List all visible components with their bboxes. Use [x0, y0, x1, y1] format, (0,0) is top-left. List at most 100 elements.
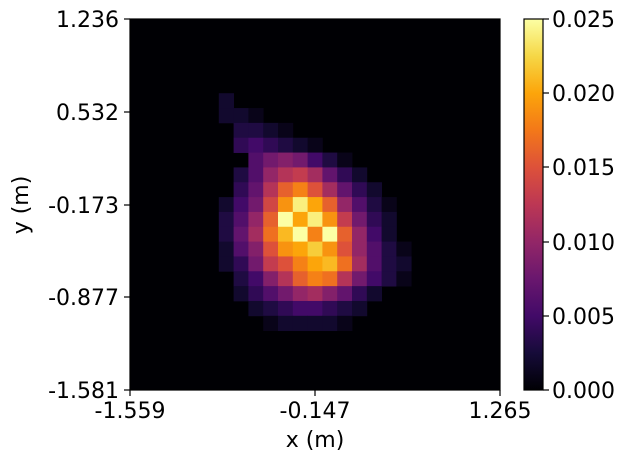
heatmap-cell: [381, 197, 397, 213]
heatmap-cell: [307, 241, 323, 257]
heatmap-cell: [233, 271, 249, 287]
heatmap-cell: [263, 167, 279, 183]
heatmap-cell: [307, 197, 323, 213]
x-axis: -1.559 -0.147 1.265 x (m): [95, 390, 532, 453]
heatmap-cell: [218, 241, 234, 257]
heatmap-cell: [352, 241, 368, 257]
heatmap-cell: [233, 167, 249, 183]
heatmap-cell: [322, 286, 338, 302]
heatmap-cell: [218, 197, 234, 213]
heatmap-cell: [278, 286, 294, 302]
heatmap-cell: [352, 226, 368, 242]
heatmap-cell: [263, 197, 279, 213]
heatmap-cell: [248, 271, 264, 287]
heatmap-cell: [307, 256, 323, 272]
heatmap-cell: [248, 167, 264, 183]
heatmap-cell: [396, 241, 412, 257]
heatmap-cell: [322, 256, 338, 272]
colorbar-tick-label: 0.020: [552, 82, 615, 107]
heatmap-cell: [352, 182, 368, 198]
heatmap-cell: [248, 182, 264, 198]
heatmap-cell: [248, 256, 264, 272]
heatmap-cell: [366, 286, 382, 302]
heatmap-cell: [263, 226, 279, 242]
heatmap-cell: [396, 256, 412, 272]
heatmap-cell: [292, 211, 308, 228]
heatmap-cell: [233, 226, 249, 242]
heatmap-cell: [248, 241, 264, 257]
heatmap-cell: [263, 122, 279, 139]
heatmap-cell: [278, 211, 294, 228]
heatmap-cell: [233, 108, 249, 124]
x-tick-label: -0.147: [280, 399, 351, 424]
heatmap-cells: [218, 93, 412, 332]
heatmap-cell: [263, 315, 279, 332]
heatmap-cell: [263, 286, 279, 302]
heatmap-cell: [381, 226, 397, 242]
heatmap-cell: [248, 211, 264, 228]
y-tick-label: -0.877: [48, 286, 119, 311]
heatmap-cell: [263, 271, 279, 287]
colorbar-tick-label: 0.005: [552, 305, 615, 330]
heatmap-cell: [337, 182, 353, 198]
x-tick-label: 1.265: [469, 399, 532, 424]
heatmap-cell: [352, 286, 368, 302]
heatmap-cell: [292, 300, 308, 317]
heatmap-cell: [366, 271, 382, 287]
heatmap-cell: [396, 271, 412, 287]
heatmap-cell: [248, 152, 264, 168]
heatmap-cell: [218, 108, 234, 124]
heatmap-cell: [337, 152, 353, 168]
x-tick-label: -1.559: [95, 399, 166, 424]
heatmap-cell: [292, 315, 308, 332]
heatmap-cell: [366, 197, 382, 213]
y-tick-label: -1.581: [48, 379, 119, 404]
heatmap-cell: [292, 137, 308, 153]
heatmap-cell: [337, 197, 353, 213]
heatmap-cell: [292, 152, 308, 168]
heatmap-cell: [278, 197, 294, 213]
heatmap-cell: [248, 122, 264, 139]
heatmap-cell: [233, 197, 249, 213]
heatmap-cell: [263, 241, 279, 257]
heatmap-cell: [337, 315, 353, 332]
heatmap-cell: [278, 152, 294, 168]
heatmap-cell: [278, 226, 294, 242]
heatmap-cell: [278, 256, 294, 272]
heatmap-cell: [352, 256, 368, 272]
heatmap-cell: [233, 256, 249, 272]
heatmap-cell: [278, 122, 294, 139]
heatmap-cell: [322, 167, 338, 183]
heatmap-cell: [263, 182, 279, 198]
colorbar-tick-label: 0.000: [552, 379, 615, 404]
heatmap-cell: [337, 167, 353, 183]
heatmap-cell: [307, 137, 323, 153]
heatmap-cell: [292, 241, 308, 257]
y-tick-label: -0.173: [48, 194, 119, 219]
heatmap-cell: [248, 226, 264, 242]
heatmap-cell: [366, 182, 382, 198]
colorbar: 0.000 0.005 0.010 0.015 0.020 0.025: [523, 8, 615, 404]
heatmap-cell: [278, 241, 294, 257]
heatmap-cell: [307, 167, 323, 183]
heatmap-cell: [366, 211, 382, 228]
heatmap-cell: [322, 211, 338, 228]
heatmap-cell: [352, 211, 368, 228]
colorbar-gradient: [523, 18, 544, 391]
heatmap-cell: [322, 152, 338, 168]
heatmap-cell: [248, 137, 264, 153]
heatmap-cell: [322, 315, 338, 332]
heatmap-cell: [278, 315, 294, 332]
colorbar-tick-label: 0.025: [552, 8, 615, 33]
heatmap-cell: [322, 226, 338, 242]
heatmap-cell: [337, 300, 353, 317]
heatmap-cell: [218, 93, 234, 109]
y-tick-label: 1.236: [56, 8, 119, 33]
heatmap-cell: [248, 108, 264, 124]
heatmap-cell: [233, 286, 249, 302]
colorbar-tick-label: 0.010: [552, 231, 615, 256]
heatmap-cell: [233, 137, 249, 153]
heatmap-cell: [307, 315, 323, 332]
heatmap-cell: [307, 182, 323, 198]
